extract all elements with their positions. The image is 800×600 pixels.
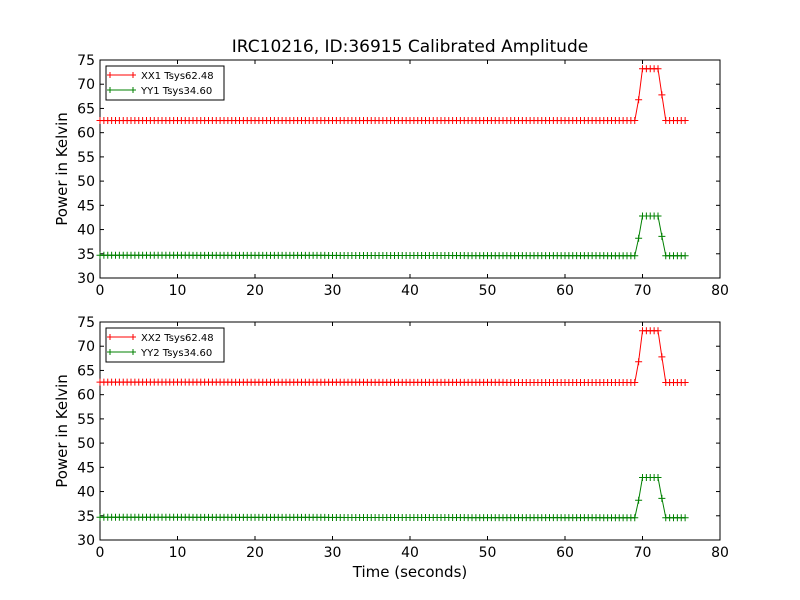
y-tick-label: 55 bbox=[77, 150, 95, 166]
y-tick-label: 30 bbox=[77, 271, 95, 287]
y-tick-label: 75 bbox=[77, 53, 95, 69]
data-point bbox=[635, 358, 643, 366]
series-markers bbox=[96, 212, 689, 260]
series-markers bbox=[96, 327, 689, 387]
x-tick-label: 50 bbox=[479, 545, 497, 561]
data-point bbox=[658, 91, 666, 99]
x-tick-label: 60 bbox=[556, 545, 574, 561]
data-point bbox=[681, 514, 689, 522]
x-tick-label: 10 bbox=[169, 545, 187, 561]
x-tick-label: 30 bbox=[324, 545, 342, 561]
data-point bbox=[635, 234, 643, 242]
x-tick-label: 40 bbox=[401, 545, 419, 561]
data-point bbox=[658, 494, 666, 502]
top-panel: 0 10 20 30 40 50 60 70 80 30 35 40 45 50 55 60 65 70 75 Pow… bbox=[53, 53, 729, 299]
x-tick-label: 60 bbox=[556, 283, 574, 299]
y-tick-label: 45 bbox=[77, 460, 95, 476]
y-tick-label: 50 bbox=[77, 436, 95, 452]
data-point bbox=[631, 252, 639, 260]
y-axis-label: Power in Kelvin bbox=[53, 112, 71, 226]
y-tick-label: 30 bbox=[77, 533, 95, 549]
x-tick-label: 70 bbox=[634, 283, 652, 299]
x-tick-label: 20 bbox=[246, 545, 264, 561]
bottom-panel: 0 10 20 30 40 50 60 70 80 30 35 40 45 50 55 60 65 70 75 Pow… bbox=[53, 315, 729, 581]
legend: XX2 Tsys62.48 YY2 Tsys34.60 bbox=[105, 327, 225, 363]
y-tick-label: 70 bbox=[77, 77, 95, 93]
legend-entry: YY2 Tsys34.60 bbox=[140, 348, 212, 359]
x-tick-label: 0 bbox=[96, 545, 105, 561]
x-axis-label: Time (seconds) bbox=[352, 563, 468, 581]
x-tick-label: 50 bbox=[479, 283, 497, 299]
y-tick-label: 40 bbox=[77, 223, 95, 239]
series-markers bbox=[96, 474, 689, 522]
data-point bbox=[658, 232, 666, 240]
y-tick-label: 60 bbox=[77, 126, 95, 142]
data-point bbox=[658, 353, 666, 361]
y-tick-label: 45 bbox=[77, 198, 95, 214]
y-tick-label: 75 bbox=[77, 315, 95, 331]
y-tick-label: 35 bbox=[77, 509, 95, 525]
legend-marker bbox=[107, 349, 136, 355]
legend-entry: YY1 Tsys34.60 bbox=[140, 86, 212, 97]
data-point bbox=[681, 379, 689, 387]
data-point bbox=[654, 65, 662, 73]
y-tick-label: 70 bbox=[77, 339, 95, 355]
y-tick-label: 50 bbox=[77, 174, 95, 190]
y-tick-label: 65 bbox=[77, 101, 95, 117]
y-tick-label: 55 bbox=[77, 412, 95, 428]
y-tick-label: 35 bbox=[77, 247, 95, 263]
data-point bbox=[681, 117, 689, 125]
series-markers bbox=[96, 65, 689, 125]
y-axis-label: Power in Kelvin bbox=[53, 374, 71, 488]
y-tick-label: 60 bbox=[77, 388, 95, 404]
data-point bbox=[631, 117, 639, 125]
legend-entry: XX1 Tsys62.48 bbox=[141, 71, 214, 82]
x-tick-label: 40 bbox=[401, 283, 419, 299]
legend-marker bbox=[107, 87, 136, 93]
legend-box bbox=[105, 327, 225, 363]
figure-title: IRC10216, ID:36915 Calibrated Amplitude bbox=[232, 37, 588, 57]
x-tick-label: 80 bbox=[711, 283, 729, 299]
data-point bbox=[631, 379, 639, 387]
x-tick-label: 80 bbox=[711, 545, 729, 561]
data-point bbox=[654, 474, 662, 482]
data-point bbox=[681, 252, 689, 260]
x-tick-label: 20 bbox=[246, 283, 264, 299]
legend-marker bbox=[107, 334, 136, 340]
data-point bbox=[635, 96, 643, 104]
data-point bbox=[635, 496, 643, 504]
x-tick-label: 0 bbox=[96, 283, 105, 299]
data-point bbox=[631, 514, 639, 522]
x-tick-label: 10 bbox=[169, 283, 187, 299]
x-tick-label: 70 bbox=[634, 545, 652, 561]
y-tick-label: 65 bbox=[77, 363, 95, 379]
x-tick-label: 30 bbox=[324, 283, 342, 299]
legend-box bbox=[105, 65, 225, 101]
data-point bbox=[654, 327, 662, 335]
legend-marker bbox=[107, 72, 136, 78]
legend: XX1 Tsys62.48 YY1 Tsys34.60 bbox=[105, 65, 225, 101]
legend-entry: XX2 Tsys62.48 bbox=[141, 333, 214, 344]
data-point bbox=[654, 212, 662, 220]
y-tick-label: 40 bbox=[77, 485, 95, 501]
